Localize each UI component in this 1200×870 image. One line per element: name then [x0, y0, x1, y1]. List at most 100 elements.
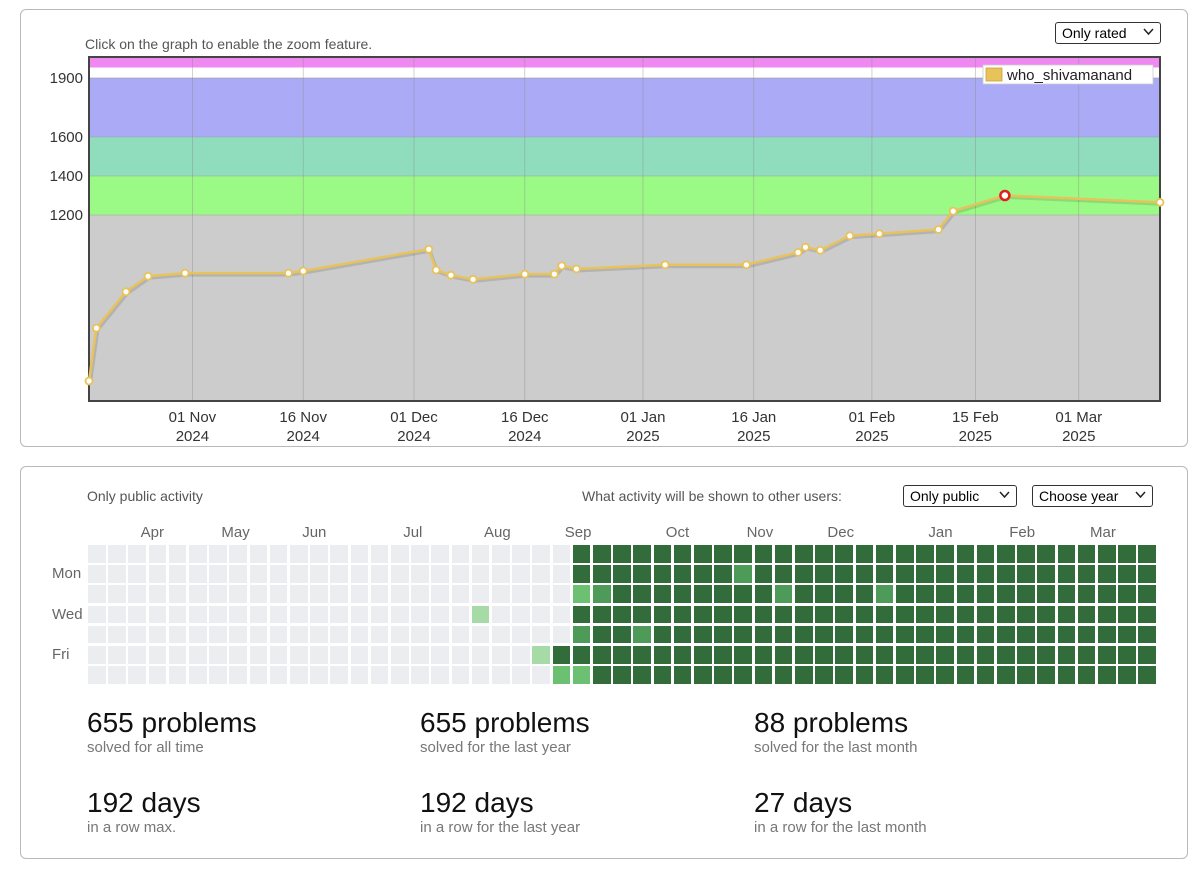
activity-day-cell[interactable] — [754, 625, 773, 644]
activity-day-cell[interactable] — [572, 545, 591, 563]
activity-day-cell[interactable] — [249, 585, 268, 603]
activity-day-cell[interactable] — [1057, 646, 1076, 664]
activity-day-cell[interactable] — [411, 565, 429, 583]
activity-day-cell[interactable] — [532, 565, 550, 583]
activity-day-cell[interactable] — [976, 646, 995, 664]
activity-day-cell[interactable] — [795, 625, 813, 644]
activity-day-cell[interactable] — [350, 565, 369, 583]
activity-day-cell[interactable] — [815, 625, 833, 644]
activity-day-cell[interactable] — [431, 625, 449, 644]
activity-day-cell[interactable] — [128, 545, 146, 563]
activity-day-cell[interactable] — [209, 565, 227, 583]
activity-day-cell[interactable] — [633, 585, 651, 603]
activity-day-cell[interactable] — [411, 545, 429, 563]
activity-day-cell[interactable] — [310, 605, 328, 624]
activity-day-cell[interactable] — [148, 666, 167, 684]
activity-day-cell[interactable] — [633, 605, 651, 624]
activity-day-cell[interactable] — [310, 545, 328, 563]
activity-day-cell[interactable] — [593, 646, 611, 664]
activity-day-cell[interactable] — [229, 605, 247, 624]
activity-day-cell[interactable] — [471, 666, 490, 684]
activity-day-cell[interactable] — [754, 545, 773, 563]
activity-day-cell[interactable] — [1077, 585, 1096, 603]
activity-day-cell[interactable] — [936, 585, 954, 603]
activity-day-cell[interactable] — [653, 666, 672, 684]
activity-day-cell[interactable] — [451, 545, 470, 563]
activity-day-cell[interactable] — [391, 646, 409, 664]
activity-day-cell[interactable] — [1017, 625, 1035, 644]
activity-day-cell[interactable] — [391, 625, 409, 644]
activity-day-cell[interactable] — [653, 625, 672, 644]
activity-day-cell[interactable] — [290, 646, 308, 664]
activity-day-cell[interactable] — [431, 565, 449, 583]
activity-day-cell[interactable] — [613, 545, 631, 563]
activity-day-cell[interactable] — [229, 545, 247, 563]
activity-day-cell[interactable] — [189, 666, 207, 684]
activity-day-cell[interactable] — [673, 545, 692, 563]
activity-day-cell[interactable] — [774, 605, 793, 624]
activity-day-cell[interactable] — [1118, 585, 1136, 603]
activity-day-cell[interactable] — [391, 605, 409, 624]
activity-day-cell[interactable] — [330, 545, 348, 563]
activity-day-cell[interactable] — [1077, 605, 1096, 624]
activity-day-cell[interactable] — [815, 605, 833, 624]
activity-day-cell[interactable] — [552, 545, 571, 563]
activity-day-cell[interactable] — [633, 625, 651, 644]
activity-day-cell[interactable] — [593, 565, 611, 583]
activity-day-cell[interactable] — [896, 646, 914, 664]
activity-day-cell[interactable] — [1138, 625, 1156, 644]
activity-day-cell[interactable] — [370, 646, 389, 664]
activity-day-cell[interactable] — [997, 565, 1015, 583]
activity-day-cell[interactable] — [956, 585, 975, 603]
activity-day-cell[interactable] — [552, 605, 571, 624]
activity-day-cell[interactable] — [774, 565, 793, 583]
activity-day-cell[interactable] — [1037, 585, 1055, 603]
activity-day-cell[interactable] — [795, 545, 813, 563]
activity-day-cell[interactable] — [128, 646, 146, 664]
activity-day-cell[interactable] — [209, 646, 227, 664]
activity-day-cell[interactable] — [249, 646, 268, 664]
activity-day-cell[interactable] — [1138, 585, 1156, 603]
activity-day-cell[interactable] — [148, 545, 167, 563]
activity-day-cell[interactable] — [936, 625, 954, 644]
activity-day-cell[interactable] — [168, 646, 187, 664]
activity-day-cell[interactable] — [108, 545, 126, 563]
activity-day-cell[interactable] — [936, 565, 954, 583]
activity-day-cell[interactable] — [855, 646, 874, 664]
activity-day-cell[interactable] — [108, 666, 126, 684]
rating-filter-select[interactable]: Only rated — [1055, 22, 1161, 44]
activity-day-cell[interactable] — [168, 605, 187, 624]
activity-day-cell[interactable] — [875, 625, 894, 644]
activity-day-cell[interactable] — [956, 646, 975, 664]
activity-day-cell[interactable] — [88, 605, 106, 624]
activity-day-cell[interactable] — [350, 605, 369, 624]
activity-day-cell[interactable] — [229, 625, 247, 644]
activity-day-cell[interactable] — [774, 625, 793, 644]
activity-day-cell[interactable] — [714, 545, 732, 563]
activity-day-cell[interactable] — [694, 666, 712, 684]
activity-day-cell[interactable] — [855, 666, 874, 684]
activity-day-cell[interactable] — [835, 625, 853, 644]
activity-day-cell[interactable] — [714, 625, 732, 644]
activity-day-cell[interactable] — [229, 565, 247, 583]
activity-day-cell[interactable] — [855, 605, 874, 624]
activity-day-cell[interactable] — [552, 565, 571, 583]
activity-day-cell[interactable] — [795, 605, 813, 624]
activity-day-cell[interactable] — [673, 585, 692, 603]
activity-day-cell[interactable] — [633, 666, 651, 684]
activity-day-cell[interactable] — [815, 646, 833, 664]
activity-day-cell[interactable] — [209, 666, 227, 684]
activity-day-cell[interactable] — [653, 605, 672, 624]
activity-day-cell[interactable] — [330, 666, 348, 684]
activity-day-cell[interactable] — [1077, 545, 1096, 563]
activity-day-cell[interactable] — [1017, 545, 1035, 563]
activity-day-cell[interactable] — [310, 585, 328, 603]
activity-day-cell[interactable] — [714, 605, 732, 624]
activity-day-cell[interactable] — [512, 666, 530, 684]
activity-day-cell[interactable] — [471, 605, 490, 624]
activity-day-cell[interactable] — [249, 666, 268, 684]
activity-day-cell[interactable] — [249, 605, 268, 624]
activity-day-cell[interactable] — [1037, 605, 1055, 624]
activity-day-cell[interactable] — [229, 646, 247, 664]
activity-day-cell[interactable] — [653, 545, 672, 563]
